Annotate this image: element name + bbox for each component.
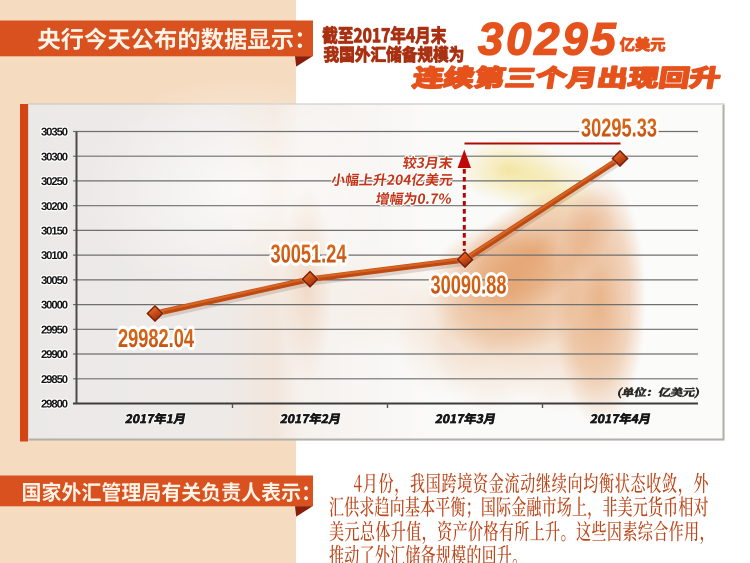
svg-text:30250: 30250 [41,176,68,188]
svg-text:30000: 30000 [41,300,68,312]
svg-text:30150: 30150 [41,226,68,238]
svg-text:30295: 30295 [478,14,619,65]
svg-text:30050: 30050 [41,275,68,287]
svg-text:29800: 29800 [41,399,68,411]
svg-text:30090.88: 30090.88 [431,270,507,300]
svg-text:30300: 30300 [41,151,68,163]
svg-text:29950: 29950 [41,324,68,336]
svg-text:29850: 29850 [41,374,68,386]
svg-text:30295.33: 30295.33 [581,113,657,143]
svg-text:29900: 29900 [41,349,68,361]
svg-text:30350: 30350 [41,127,68,139]
svg-text:30200: 30200 [41,201,68,213]
svg-text:29982.04: 29982.04 [118,323,194,353]
svg-text:30051.24: 30051.24 [271,239,347,269]
svg-text:30100: 30100 [41,250,68,262]
